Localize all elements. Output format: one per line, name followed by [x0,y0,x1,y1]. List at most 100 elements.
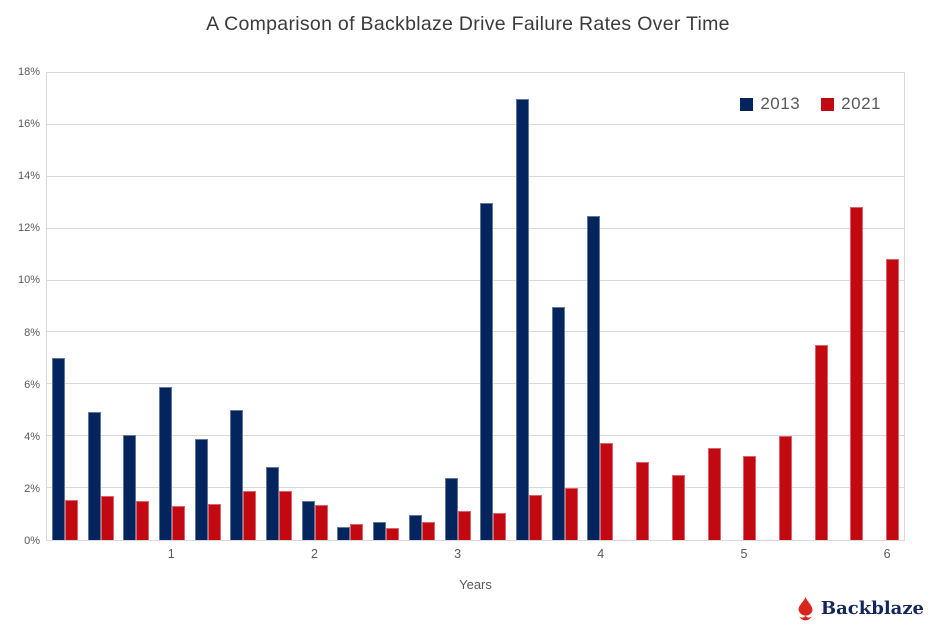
bar-2013 [480,202,494,540]
category-slot [226,73,262,540]
y-tick-label: 6% [24,378,40,391]
bar-2021 [314,504,328,540]
gridline [47,175,904,177]
y-tick-label: 8% [24,326,40,339]
bar-2021 [636,462,650,540]
bar-2021 [778,436,792,540]
gridline [47,435,904,437]
y-tick-label: 4% [24,430,40,443]
category-slot [190,73,226,540]
bar-2021 [386,528,400,540]
bar-2021 [850,206,864,540]
bar-2021 [600,442,614,540]
category-slot [511,73,547,540]
bar-2021 [707,447,721,540]
legend-swatch-2021-icon [821,97,835,111]
bar-2021 [243,490,257,540]
bar-2013 [551,306,565,540]
category-slot [118,73,154,540]
x-axis: 1 2 3 4 5 6 [46,547,905,565]
gridline [47,383,904,385]
bar-2013 [230,410,244,540]
category-slot [618,73,654,540]
bar-2013 [266,467,280,540]
bar-2013 [408,515,422,540]
category-slot [440,73,476,540]
y-tick-label: 16% [17,118,40,131]
x-axis-title: Years [459,577,492,592]
bar-2021 [528,494,542,540]
bar-2013 [123,434,137,540]
gridlines [47,73,904,540]
category-slot [47,73,83,540]
category-slot [832,73,868,540]
bar-2021 [64,499,78,540]
bar-2021 [100,495,114,540]
legend: 2013 2021 [740,94,881,114]
y-tick-label: 10% [17,274,40,287]
y-tick-label: 18% [17,66,40,78]
category-slot [154,73,190,540]
legend-entry-2021: 2021 [821,94,881,114]
legend-swatch-2013-icon [740,97,754,111]
y-tick-label: 14% [17,170,40,183]
bar-2021 [279,490,293,540]
category-slot [475,73,511,540]
bar-2021 [886,258,900,540]
bar-2021 [421,521,435,540]
category-slot [368,73,404,540]
legend-label-2013: 2013 [760,94,801,113]
category-slot [797,73,833,540]
category-slot [261,73,297,540]
bar-2021 [814,345,828,540]
gridline [47,487,904,489]
bar-2013 [51,358,65,540]
bar-2021 [743,455,757,540]
x-tick-label: 4 [597,547,605,561]
bar-2021 [671,475,685,540]
bar-2013 [515,98,529,540]
gridline [47,227,904,229]
bar-2013 [87,411,101,540]
bar-2013 [444,477,458,540]
x-tick-label: 1 [167,547,175,561]
bar-2021 [493,512,507,540]
gridline [47,279,904,281]
backblaze-logo-text: Backblaze [820,598,924,619]
y-tick-label: 0% [24,535,40,547]
bar-2013 [587,215,601,540]
bar-2021 [136,501,150,540]
chart-title: A Comparison of Backblaze Drive Failure … [206,13,730,35]
category-slot [83,73,119,540]
category-slot [761,73,797,540]
bar-2021 [207,503,221,540]
bar-2021 [457,511,471,540]
category-slot [690,73,726,540]
bar-2013 [337,527,351,540]
backblaze-logo: Backblaze [796,596,924,621]
category-slot [725,73,761,540]
gridline [47,331,904,333]
bar-2021 [171,506,185,540]
bar-2021 [564,488,578,540]
category-slot [868,73,904,540]
x-tick-label: 5 [740,547,748,561]
legend-label-2021: 2021 [841,94,881,113]
x-tick-label: 6 [883,547,891,561]
bar-2021 [350,524,364,540]
bar-2013 [373,521,387,540]
category-slot [404,73,440,540]
y-tick-label: 12% [17,222,40,235]
category-slot [297,73,333,540]
bar-2013 [158,386,172,540]
bar-2013 [194,438,208,540]
category-slot [333,73,369,540]
category-slot [654,73,690,540]
legend-entry-2013: 2013 [740,94,800,114]
category-slot [547,73,583,540]
y-tick-label: 2% [24,482,40,495]
x-tick-label: 3 [454,547,462,561]
y-axis: 0% 2% 4% 6% 8% 10% 12% 14% 16% 18% [0,66,40,547]
gridline [47,123,904,125]
